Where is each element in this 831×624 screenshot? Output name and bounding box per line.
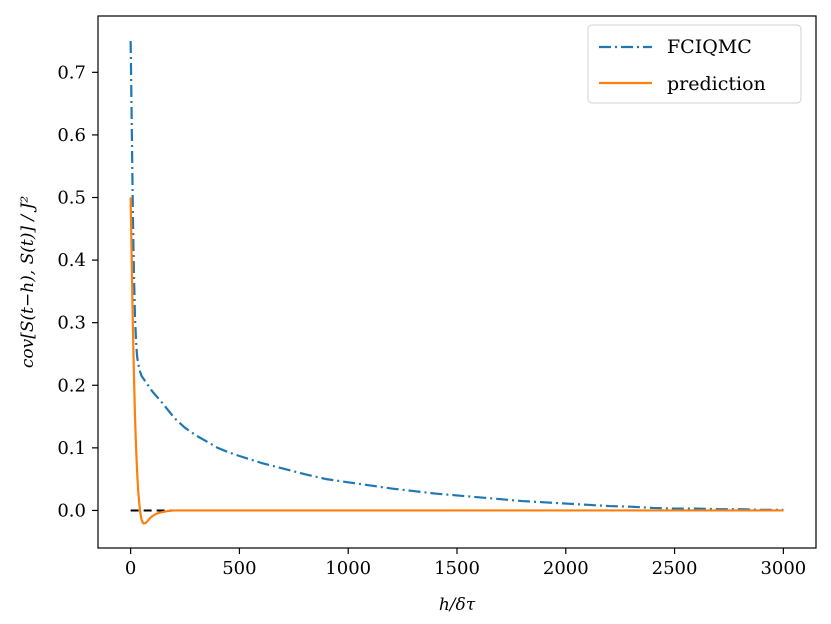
y-tick-label: 0.1 <box>57 438 86 459</box>
series-line-fciqmc <box>129 41 784 511</box>
y-tick-label: 0.5 <box>57 188 86 209</box>
axis-ticks: 0 500 1000 1500 2000 2500 3000 0.0 0.1 0.2 0.3 0.4 0… <box>57 62 806 579</box>
y-tick-label: 0.0 <box>57 500 86 521</box>
y-tick-label: 0.2 <box>57 375 86 396</box>
legend-label-prediction: prediction <box>667 73 766 95</box>
y-axis-label: cov[S(t−h), S(t)] / J² <box>18 196 38 368</box>
x-tick-label: 1000 <box>325 558 371 579</box>
x-tick-label: 2500 <box>652 558 698 579</box>
x-tick-label: 2000 <box>543 558 589 579</box>
x-tick-label: 3000 <box>760 558 806 579</box>
legend: FCIQMC prediction <box>587 24 802 104</box>
y-tick-label: 0.4 <box>57 250 86 271</box>
y-tick-label: 0.7 <box>57 62 86 83</box>
x-tick-label: 0 <box>125 558 136 579</box>
x-tick-label: 1500 <box>434 558 480 579</box>
y-tick-label: 0.3 <box>57 313 86 334</box>
series-line-prediction <box>129 197 784 525</box>
x-axis-label: h/δτ <box>439 595 476 615</box>
x-tick-label: 500 <box>222 558 256 579</box>
plot-area <box>129 41 784 525</box>
y-tick-label: 0.6 <box>57 125 86 146</box>
legend-label-fciqmc: FCIQMC <box>667 36 752 58</box>
